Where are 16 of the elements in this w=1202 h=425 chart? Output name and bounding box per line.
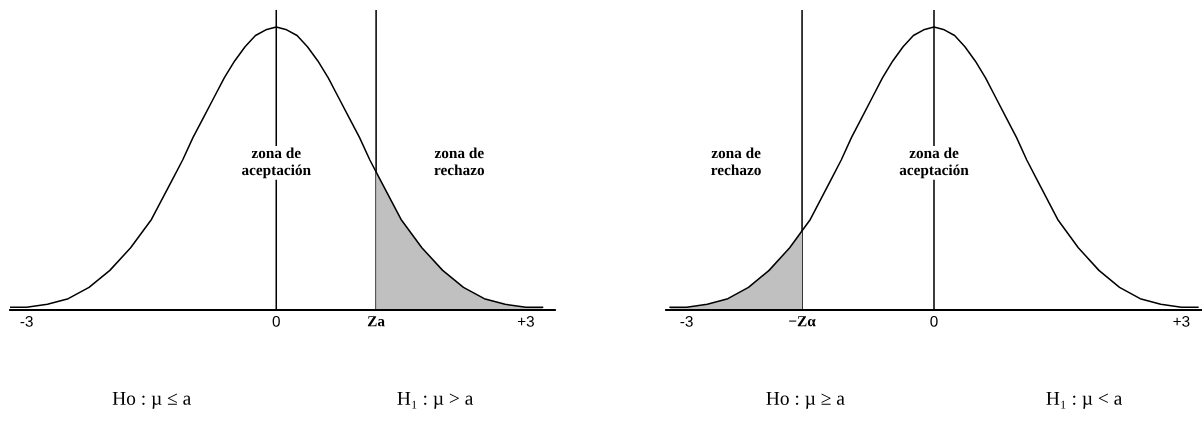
annotation: zona de aceptación bbox=[241, 147, 311, 179]
text: Ho : µ ≤ a bbox=[112, 391, 191, 409]
text: H₁ : µ < a bbox=[1046, 391, 1123, 409]
text: Ho : µ ≥ a bbox=[766, 391, 845, 409]
annotation: zona de rechazo bbox=[711, 147, 761, 176]
text: H₁ : µ > a bbox=[397, 391, 474, 409]
x-tick-label: -3 bbox=[680, 315, 693, 327]
annotation: zona de aceptación bbox=[899, 147, 969, 179]
x-tick-label: 0 bbox=[272, 315, 280, 327]
annotation: zona de rechazo bbox=[434, 147, 485, 176]
x-tick-label: +3 bbox=[1173, 315, 1190, 327]
x-tick-label: −Zα bbox=[789, 316, 816, 327]
x-tick-label: -3 bbox=[20, 315, 33, 327]
x-tick-label: +3 bbox=[517, 315, 534, 327]
x-tick-label: Za bbox=[367, 316, 385, 327]
x-tick-label: 0 bbox=[930, 315, 938, 327]
